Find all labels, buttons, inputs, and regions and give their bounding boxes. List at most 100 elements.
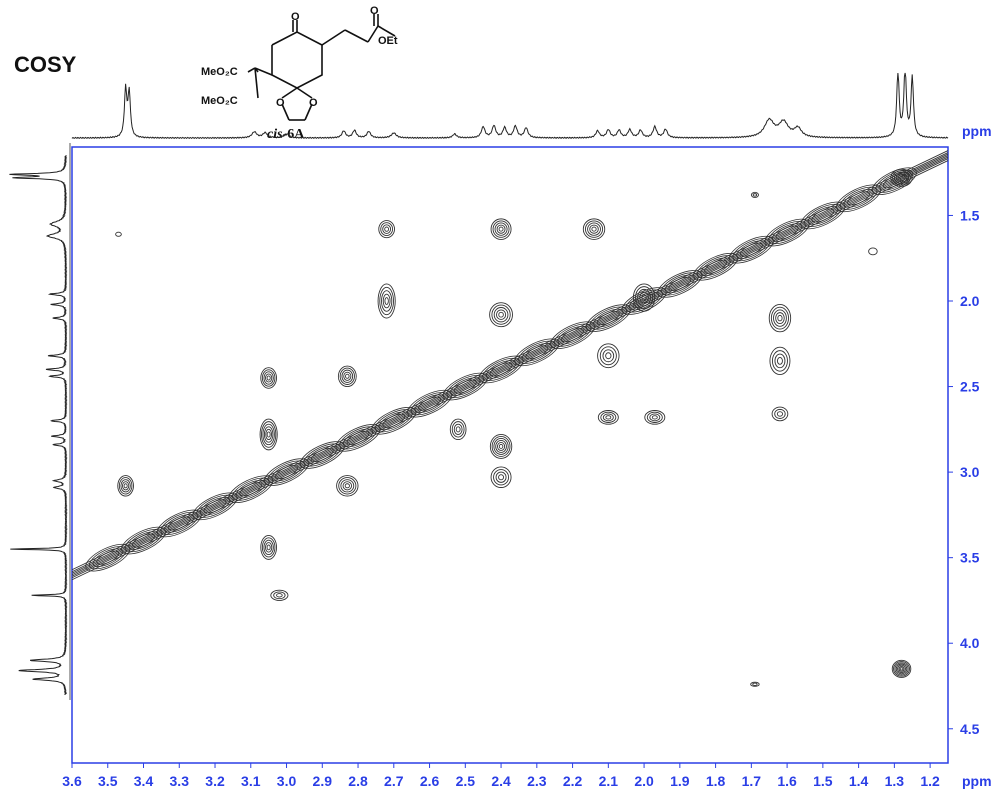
cross-peak-contour bbox=[892, 170, 911, 186]
cross-peak-contour bbox=[494, 222, 508, 236]
cross-peak-contour bbox=[635, 286, 654, 309]
cross-peak-contour bbox=[260, 534, 277, 560]
cross-peak-contour bbox=[260, 367, 277, 389]
diagonal-peak-contour bbox=[96, 550, 120, 565]
cross-peak-contour bbox=[641, 294, 647, 301]
cross-peak-contour bbox=[489, 434, 513, 459]
cross-peak-contour bbox=[261, 537, 276, 558]
y-tick-label: 4.5 bbox=[960, 721, 980, 737]
cross-peak-contour bbox=[774, 408, 786, 419]
cross-peak-contour bbox=[455, 426, 461, 433]
x-tick-label: 3.3 bbox=[170, 773, 190, 789]
cross-peak-contour bbox=[750, 191, 759, 198]
cross-peak-contour bbox=[868, 247, 878, 256]
cross-peak-contour bbox=[339, 367, 355, 385]
cross-peak-contour bbox=[639, 291, 649, 304]
cross-peak-contour bbox=[496, 224, 506, 234]
cross-peak-contour bbox=[771, 406, 789, 422]
cross-peak-contour bbox=[265, 542, 273, 553]
cross-peak-contour bbox=[491, 304, 511, 325]
cross-peak-contour bbox=[895, 173, 908, 183]
ester-oxygen-label: O bbox=[370, 5, 379, 17]
diagonal-peak-contour bbox=[132, 533, 155, 548]
substituent-1-label: MeO₂C bbox=[201, 66, 238, 78]
cross-peak-contour bbox=[345, 373, 350, 379]
y-tick-label: 2.0 bbox=[960, 293, 980, 309]
cross-peak-contour bbox=[453, 423, 463, 435]
cross-peak-contour bbox=[770, 306, 789, 330]
diagonal-peak-contour bbox=[453, 379, 477, 394]
diagonal-contour bbox=[71, 160, 949, 581]
cross-peak-contour bbox=[382, 224, 392, 234]
cross-peak-contour bbox=[117, 475, 134, 497]
cross-peak-contour bbox=[893, 171, 910, 184]
cross-peak-contour bbox=[266, 431, 271, 438]
cross-peak-contour bbox=[492, 220, 510, 238]
diagonal-peak-contour bbox=[167, 516, 191, 531]
x-tick-label: 2.2 bbox=[563, 773, 583, 789]
cross-peak-contour bbox=[775, 312, 785, 325]
diagonal-peak-contour bbox=[561, 328, 584, 343]
top-1d-projection bbox=[71, 72, 949, 140]
cross-peak-contour bbox=[493, 438, 509, 455]
diagonal-peak-contour bbox=[310, 447, 334, 463]
diagonal-contour bbox=[71, 155, 949, 576]
diagonal-peak-contour bbox=[739, 242, 763, 257]
structure-labels: O O OEt MeO₂C MeO₂C O O cis-6A bbox=[201, 5, 398, 142]
cross-peak-contour bbox=[773, 309, 787, 327]
plot-frame bbox=[71, 146, 949, 764]
cross-peak-contour bbox=[584, 220, 604, 238]
cross-peak-contour bbox=[266, 375, 271, 381]
diagonal-contour bbox=[71, 156, 949, 577]
cross-peak-contour bbox=[602, 413, 614, 422]
diagonal-peak-contour bbox=[275, 465, 298, 480]
cross-peak-contour bbox=[115, 231, 122, 237]
diagonal-peak-contour bbox=[525, 345, 549, 360]
x-tick-label: 2.5 bbox=[456, 773, 476, 789]
compound-label-name: cis bbox=[267, 127, 283, 142]
cross-peak-contour bbox=[118, 477, 133, 495]
diagonal-peak-contour bbox=[346, 430, 370, 445]
cross-peak-contour bbox=[341, 369, 354, 383]
cross-peak-contour bbox=[123, 483, 128, 489]
cross-peak-contour bbox=[262, 423, 275, 446]
cross-peak-contour bbox=[644, 410, 666, 425]
diagonal-peak-contour bbox=[847, 191, 871, 206]
x-tick-label: 3.2 bbox=[205, 773, 225, 789]
cross-peak-contour bbox=[491, 436, 511, 457]
cross-peak-contour bbox=[495, 471, 507, 483]
cross-peak-contour bbox=[897, 664, 906, 674]
diagonal-peak-contour bbox=[418, 396, 441, 411]
cross-peak-contour bbox=[646, 411, 663, 423]
x-tick-label: 2.1 bbox=[599, 773, 619, 789]
cross-peak-contour bbox=[270, 589, 289, 601]
cross-peak-contour bbox=[381, 290, 393, 312]
cross-peak-contour bbox=[776, 411, 784, 417]
cross-peak-contour bbox=[582, 218, 606, 240]
cross-peak-contour bbox=[651, 415, 658, 420]
cross-peak-contour bbox=[890, 168, 913, 187]
cross-peak-contour bbox=[495, 440, 507, 453]
cross-peak-contour bbox=[342, 481, 353, 491]
chemical-structure bbox=[247, 14, 396, 121]
diagonal-contour bbox=[71, 153, 949, 574]
cross-peak-contour bbox=[120, 479, 131, 493]
cross-peak-contour bbox=[605, 415, 612, 420]
cross-peak-contour bbox=[490, 218, 512, 240]
cross-peak-contour bbox=[776, 357, 783, 365]
cross-peak-contour bbox=[261, 369, 276, 387]
cross-peak-contour bbox=[899, 667, 904, 671]
x-tick-label: 3.1 bbox=[241, 773, 261, 789]
x-tick-label: 2.0 bbox=[634, 773, 654, 789]
ketal-oxygen-right-label: O bbox=[309, 97, 318, 109]
page-title: COSY bbox=[14, 52, 77, 77]
cross-peak-contour bbox=[451, 421, 465, 438]
cross-peak-contour bbox=[605, 352, 612, 360]
x-tick-label: 3.5 bbox=[98, 773, 118, 789]
cross-peak-contour bbox=[771, 350, 788, 372]
cross-peak-contour bbox=[750, 681, 760, 687]
cross-peak-contour bbox=[591, 226, 597, 232]
cross-peak-contour bbox=[379, 286, 394, 316]
cross-peak-contour bbox=[337, 365, 357, 388]
